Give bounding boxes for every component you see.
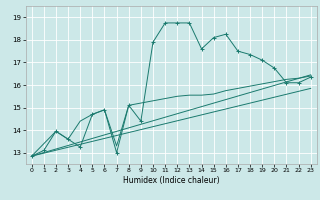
X-axis label: Humidex (Indice chaleur): Humidex (Indice chaleur): [123, 176, 220, 185]
